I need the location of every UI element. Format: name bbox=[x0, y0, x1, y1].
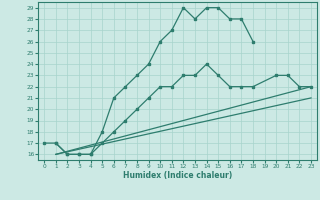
X-axis label: Humidex (Indice chaleur): Humidex (Indice chaleur) bbox=[123, 171, 232, 180]
